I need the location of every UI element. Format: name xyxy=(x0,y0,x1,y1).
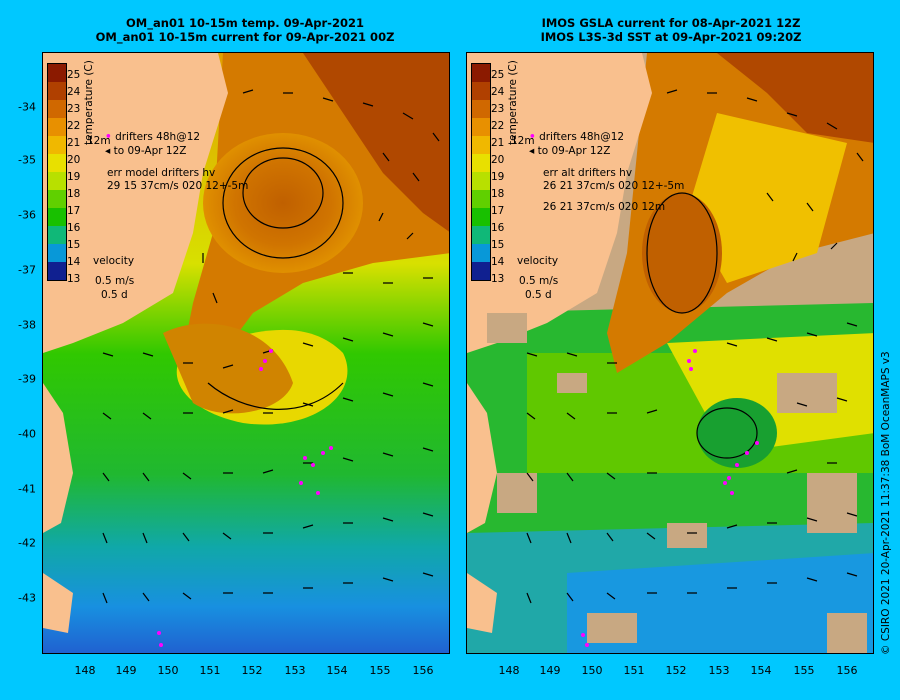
cbar-tick: 13 xyxy=(491,273,505,285)
lon-label: 154 xyxy=(750,664,772,677)
lat-label: -35 xyxy=(18,153,36,167)
current-vector-field xyxy=(102,89,440,604)
left-title-line2: OM_an01 10-15m current for 09-Apr-2021 0… xyxy=(95,30,395,44)
err-values-2: 26 21 37cm/s 020 12m xyxy=(543,201,666,213)
lon-label: 148 xyxy=(498,664,520,677)
drifters-legend: • drifters 48h@12 xyxy=(105,131,201,143)
cbar-tick: 23 xyxy=(67,103,81,115)
cbar-tick: 18 xyxy=(67,188,81,200)
err-values: 29 15 37cm/s 020 12+-5m xyxy=(107,180,249,192)
lon-label: 153 xyxy=(284,664,306,677)
colorbar-title: temperature (C) xyxy=(507,60,519,145)
drifters-legend: • drifters 48h@12 xyxy=(529,131,625,143)
cbar-tick: 22 xyxy=(491,120,505,132)
lon-label: 150 xyxy=(581,664,603,677)
velocity-speed: 0.5 m/s xyxy=(95,275,135,287)
lat-label: -37 xyxy=(18,263,36,277)
lon-label: 155 xyxy=(793,664,815,677)
current-vector-field xyxy=(526,89,864,604)
left-title-line1: OM_an01 10-15m temp. 09-Apr-2021 xyxy=(126,16,364,30)
colorbar-title: temperature (C) xyxy=(83,60,95,145)
cbar-tick: 18 xyxy=(491,188,505,200)
drifters-to-legend: ◂ to 09-Apr 12Z xyxy=(105,145,187,157)
cloud-mask xyxy=(487,253,873,653)
lon-label: 149 xyxy=(539,664,561,677)
drifter-tracks xyxy=(157,349,333,647)
drifters-to-legend: ◂ to 09-Apr 12Z xyxy=(529,145,611,157)
drifters-to-label: to 09-Apr 12Z xyxy=(113,145,187,157)
right-panel-title: IMOS GSLA current for 08-Apr-2021 12Z IM… xyxy=(466,16,876,44)
depth-label: 12m xyxy=(511,135,535,147)
drifter-tracks xyxy=(581,349,759,647)
drifters-label: drifters 48h@12 xyxy=(115,131,201,143)
cbar-tick: 14 xyxy=(491,256,505,268)
model-sst-map xyxy=(43,53,449,653)
lat-label: -43 xyxy=(18,591,36,605)
model-map-panel: 25 24 23 22 21 20 19 18 17 16 15 14 13 t… xyxy=(42,52,450,654)
cbar-tick: 14 xyxy=(67,256,81,268)
lat-label: -40 xyxy=(18,427,36,441)
cbar-tick: 25 xyxy=(491,69,505,81)
lon-label: 155 xyxy=(369,664,391,677)
drifters-label: drifters 48h@12 xyxy=(539,131,625,143)
velocity-speed: 0.5 m/s xyxy=(519,275,559,287)
observed-sst-map xyxy=(467,53,873,653)
depth-label: 12m xyxy=(87,135,111,147)
cbar-tick: 19 xyxy=(67,171,81,183)
lat-label: -36 xyxy=(18,208,36,222)
lon-label: 150 xyxy=(157,664,179,677)
cbar-tick: 17 xyxy=(67,205,81,217)
err-label: err alt drifters hv xyxy=(543,167,633,179)
lat-label: -42 xyxy=(18,536,36,550)
right-title-line1: IMOS GSLA current for 08-Apr-2021 12Z xyxy=(541,16,801,30)
lon-label: 156 xyxy=(412,664,434,677)
lon-label: 149 xyxy=(115,664,137,677)
cbar-tick: 22 xyxy=(67,120,81,132)
cbar-tick: 19 xyxy=(491,171,505,183)
cbar-tick: 24 xyxy=(491,86,505,98)
cbar-tick: 23 xyxy=(491,103,505,115)
lat-label: -38 xyxy=(18,318,36,332)
lon-label: 153 xyxy=(708,664,730,677)
lon-label: 152 xyxy=(665,664,687,677)
cbar-tick: 13 xyxy=(67,273,81,285)
lat-label: -41 xyxy=(18,482,36,496)
err-values-1: 26 21 37cm/s 020 12+-5m xyxy=(543,180,685,192)
drifters-to-label: to 09-Apr 12Z xyxy=(537,145,611,157)
cbar-tick: 20 xyxy=(67,154,81,166)
observation-map-panel: 25 24 23 22 21 20 19 18 17 16 15 14 13 t… xyxy=(466,52,874,654)
left-panel-title: OM_an01 10-15m temp. 09-Apr-2021 OM_an01… xyxy=(40,16,450,44)
velocity-time: 0.5 d xyxy=(101,289,128,301)
lat-label: -34 xyxy=(18,100,36,114)
cbar-tick: 21 xyxy=(67,137,81,149)
right-title-line2: IMOS L3S-3d SST at 09-Apr-2021 09:20Z xyxy=(540,30,802,44)
copyright-text: © CSIRO 2021 20-Apr-2021 11:37:38 BoM Oc… xyxy=(880,351,892,655)
cbar-tick: 21 xyxy=(491,137,505,149)
velocity-label: velocity xyxy=(517,255,559,267)
cbar-tick: 20 xyxy=(491,154,505,166)
cbar-tick: 25 xyxy=(67,69,81,81)
cbar-tick: 15 xyxy=(67,239,81,251)
cbar-tick: 16 xyxy=(491,222,505,234)
lon-label: 152 xyxy=(241,664,263,677)
err-label: err model drifters hv xyxy=(107,167,216,179)
colorbar xyxy=(471,63,491,281)
velocity-label: velocity xyxy=(93,255,135,267)
latitude-axis: -34 -35 -36 -37 -38 -39 -40 -41 -42 -43 xyxy=(0,52,38,654)
velocity-time: 0.5 d xyxy=(525,289,552,301)
cbar-tick: 17 xyxy=(491,205,505,217)
lon-label: 154 xyxy=(326,664,348,677)
colorbar xyxy=(47,63,67,281)
lon-label: 151 xyxy=(199,664,221,677)
lat-label: -39 xyxy=(18,372,36,386)
lon-label: 151 xyxy=(623,664,645,677)
cbar-tick: 24 xyxy=(67,86,81,98)
lon-label: 148 xyxy=(74,664,96,677)
cbar-tick: 16 xyxy=(67,222,81,234)
cbar-tick: 15 xyxy=(491,239,505,251)
lon-label: 156 xyxy=(836,664,858,677)
